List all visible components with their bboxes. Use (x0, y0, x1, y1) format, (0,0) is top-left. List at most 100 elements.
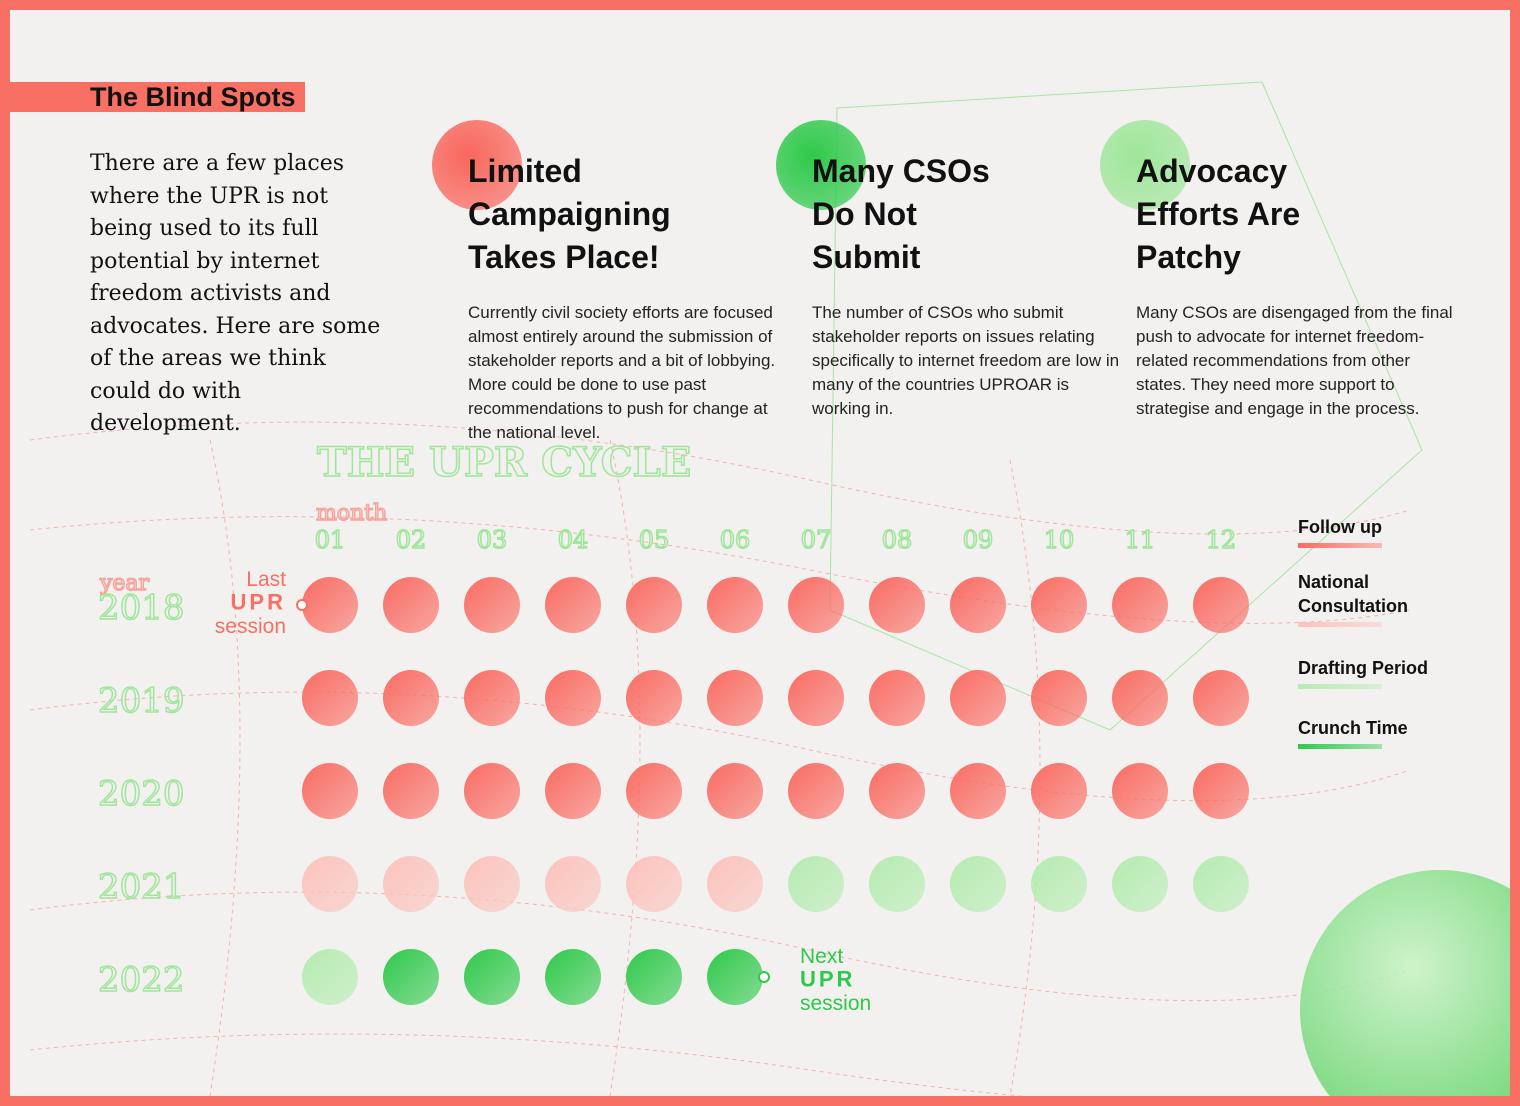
cycle-dot (707, 670, 763, 726)
year: 2021 (98, 867, 185, 907)
month-label: month (316, 501, 387, 526)
cycle-dot (464, 670, 520, 726)
session-note: session (800, 992, 871, 1015)
cycle-dot (1031, 763, 1087, 819)
cycle-dot (788, 577, 844, 633)
month: 02 (396, 526, 427, 554)
card-body: Currently civil society efforts are focu… (468, 303, 776, 442)
globe (1300, 870, 1510, 1096)
month: 12 (1206, 526, 1237, 554)
cycle-dot (1112, 856, 1168, 912)
month: 09 (963, 526, 994, 554)
cycle-dot (626, 577, 682, 633)
session-note: Last (246, 568, 286, 591)
cycle-dot (383, 577, 439, 633)
cycle-dot (383, 670, 439, 726)
cycle-dot (626, 949, 682, 1005)
cycle-dot (545, 949, 601, 1005)
legend-swatch (1298, 684, 1382, 689)
cycle-dot (302, 670, 358, 726)
cycle-dot (788, 763, 844, 819)
intro-text: There are a few places where the UPR is … (90, 151, 381, 436)
cycle-dot (626, 856, 682, 912)
card-blob (1100, 120, 1190, 210)
cycle-dot (788, 670, 844, 726)
month: 01 (315, 526, 346, 554)
card-title-line: Many CSOs (812, 153, 990, 189)
month: 06 (720, 526, 751, 554)
cycle-dot (545, 856, 601, 912)
card-title-line: Campaigning (468, 196, 671, 232)
card-body: The number of CSOs who submit stakeholde… (812, 303, 1120, 418)
session-note: session (215, 615, 286, 638)
legend-swatch (1298, 543, 1382, 548)
cycle-dot (383, 856, 439, 912)
legend-label: Crunch Time (1298, 718, 1408, 738)
month: 07 (801, 526, 832, 554)
month: 03 (477, 526, 508, 554)
cycle-dot (950, 670, 1006, 726)
card-blob (776, 120, 866, 210)
cycle-dot (464, 856, 520, 912)
cycle-dot (707, 856, 763, 912)
legend-swatch (1298, 622, 1382, 627)
month: 08 (882, 526, 913, 554)
cycle-dot (1031, 577, 1087, 633)
cycle-dot (950, 856, 1006, 912)
frame-lines (829, 81, 1423, 731)
cycle-dot (869, 577, 925, 633)
card-title: Many CSOs Do Not Submit (812, 150, 1132, 279)
cycle-dot (302, 577, 358, 633)
cycle-dot (545, 763, 601, 819)
cycle-dot (1193, 577, 1249, 633)
card-title-line: Advocacy (1136, 153, 1288, 189)
card-title-line: Do Not (812, 196, 917, 232)
cycle-dot (302, 856, 358, 912)
cycle-dot (545, 577, 601, 633)
cycle-dot (383, 949, 439, 1005)
card: Limited Campaigning Takes Place! Currently … (432, 120, 788, 445)
cycle-dot (788, 856, 844, 912)
card-title-line: Patchy (1136, 239, 1241, 275)
cycle-dot (1112, 763, 1168, 819)
cycle-dot (950, 763, 1006, 819)
cycle-dot (302, 763, 358, 819)
cycle-dot (1031, 670, 1087, 726)
cycle-title: THE UPR CYCLE (317, 439, 691, 486)
card-blob (432, 120, 522, 210)
legend-item: Follow up (1298, 515, 1478, 548)
cycle-dot (626, 763, 682, 819)
cycle-dot (950, 577, 1006, 633)
cycle-dot (1112, 670, 1168, 726)
month: 11 (1125, 526, 1156, 554)
legend-label: Follow up (1298, 517, 1382, 537)
legend-swatch (1298, 744, 1382, 749)
legend-label: Drafting Period (1298, 658, 1429, 678)
card-body: Many CSOs are disengaged from the final … (1136, 303, 1453, 418)
cycle-dot (707, 763, 763, 819)
card: Advocacy Efforts Are Patchy Many CSOs are d… (1100, 120, 1456, 421)
cycle-dot (1112, 577, 1168, 633)
legend-item: Crunch Time (1298, 716, 1478, 749)
cycle-dot (707, 949, 763, 1005)
card-title-line: Submit (812, 239, 921, 275)
session-marker (296, 599, 308, 611)
year: 2022 (98, 960, 185, 1000)
cycle-dot (1193, 856, 1249, 912)
legend-item: National Consultation (1298, 570, 1478, 627)
year: 2019 (98, 681, 185, 721)
year: 2018 (98, 588, 185, 628)
session-note: UPR (800, 967, 855, 992)
cycle-dot (869, 670, 925, 726)
month: 05 (639, 526, 670, 554)
cycle-dot (383, 763, 439, 819)
session-note: UPR (231, 590, 286, 615)
cycle-dot (1193, 763, 1249, 819)
cycle-dot (869, 763, 925, 819)
cycle-dot (1031, 856, 1087, 912)
card-title: Advocacy Efforts Are Patchy (1136, 150, 1456, 279)
cycle-chart: THE UPR CYCLE month year 01 02 03 04 05 06 07 08 09… (97, 438, 1249, 1015)
legend-label: National Consultation (1298, 572, 1408, 616)
card-title-line: Limited (468, 153, 582, 189)
cycle-dot (869, 856, 925, 912)
